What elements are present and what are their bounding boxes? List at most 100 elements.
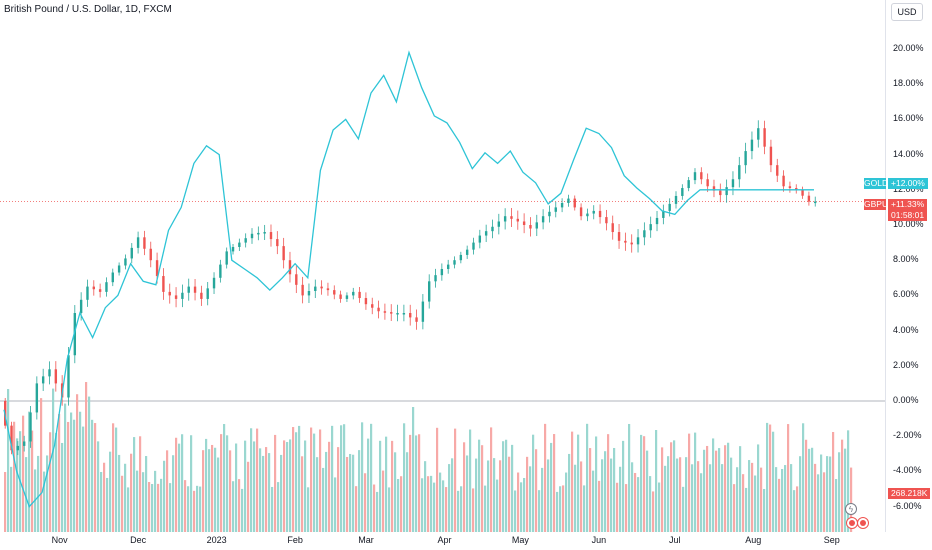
volume-bar <box>457 490 460 532</box>
candle-body <box>193 286 197 293</box>
volume-bar <box>586 423 589 532</box>
candle-body <box>409 313 412 318</box>
volume-bar <box>439 472 442 532</box>
candle-body <box>124 258 127 266</box>
volume-bar <box>427 476 430 532</box>
volume-bar <box>79 411 82 532</box>
volume-bar <box>409 434 412 532</box>
volume-bar <box>619 466 622 532</box>
candle-body <box>371 304 374 308</box>
candle-body <box>149 248 152 261</box>
volume-bar <box>322 467 325 532</box>
lightning-icon[interactable]: ϟ <box>845 503 857 515</box>
volume-bar <box>229 450 232 532</box>
volume-bar <box>208 449 211 532</box>
currency-button[interactable]: USD <box>891 3 923 21</box>
candle-body <box>54 369 58 384</box>
volume-bar <box>355 486 358 532</box>
volume-bar <box>58 414 61 532</box>
volume-bar <box>604 451 607 532</box>
volume-bar <box>742 474 745 532</box>
volume-bar <box>520 482 523 532</box>
volume-bar <box>133 437 136 532</box>
volume-bar <box>730 457 733 532</box>
candle-body <box>662 210 665 218</box>
volume-bar <box>574 464 577 532</box>
volume-bar <box>592 470 595 532</box>
volume-bar <box>400 476 403 532</box>
volume-bar <box>28 411 31 532</box>
volume-bar <box>310 427 313 532</box>
candle-body <box>801 189 804 196</box>
volume-bar <box>790 464 793 532</box>
volume-bar <box>442 480 445 532</box>
volume-bar <box>631 462 634 532</box>
volume-bar <box>613 447 616 532</box>
volume-bar <box>751 462 754 532</box>
volume-bar <box>190 435 193 532</box>
volume-bar <box>508 456 511 532</box>
volume-bar <box>205 438 208 532</box>
candle-body <box>472 242 475 250</box>
volume-bar <box>451 458 454 532</box>
candle-body <box>238 242 241 247</box>
volume-bar <box>202 450 205 532</box>
volume-bar <box>694 432 697 532</box>
candle-body <box>10 425 13 451</box>
volume-bar <box>553 434 556 532</box>
volume-bar <box>688 433 691 532</box>
volume-bar <box>94 423 97 532</box>
candle-body <box>510 216 513 219</box>
volume-bar <box>121 475 124 532</box>
volume-bar <box>265 447 268 532</box>
volume-bar <box>472 488 475 532</box>
volume-bar <box>217 457 220 532</box>
volume-bar <box>382 470 385 532</box>
volume-bar <box>124 463 127 532</box>
volume-bar <box>46 455 49 532</box>
volume-bar <box>745 487 748 532</box>
flag-icon[interactable] <box>846 517 858 529</box>
volume-bar <box>718 448 721 532</box>
volume-bar <box>499 460 502 532</box>
candle-body <box>750 139 754 152</box>
candle-body <box>130 247 133 259</box>
volume-bar <box>52 388 55 532</box>
volume-bar <box>370 423 373 532</box>
candle-body <box>503 216 507 222</box>
volume-bar <box>49 432 52 532</box>
volume-bar <box>541 467 544 532</box>
candle-body <box>307 291 311 296</box>
volume-bar <box>271 486 274 532</box>
volume-bar <box>112 423 115 532</box>
volume-bar <box>361 422 364 532</box>
volume-bar <box>583 485 586 532</box>
candle-body <box>41 376 45 384</box>
volume-bar <box>637 477 640 532</box>
x-tick-label: Jun <box>591 535 607 545</box>
volume-bar <box>82 426 85 532</box>
flag-icon-2[interactable] <box>857 517 869 529</box>
volume-bar <box>70 412 73 532</box>
volume-bar <box>421 478 424 532</box>
volume-bar <box>115 427 118 532</box>
y-tick-label: 4.00% <box>893 324 919 335</box>
candle-body <box>257 232 260 235</box>
volume-bar <box>817 474 820 532</box>
volume-bar <box>163 460 166 532</box>
y-tick-label: -6.00% <box>893 500 922 511</box>
volume-bar <box>511 444 514 532</box>
volume-bar <box>262 455 265 532</box>
volume-bar <box>706 445 709 532</box>
candle-body <box>459 254 463 261</box>
volume-bar <box>445 487 448 532</box>
volume-bar <box>283 440 286 532</box>
candle-body <box>560 203 564 208</box>
volume-bar <box>433 482 436 532</box>
volume-bar <box>484 485 487 532</box>
volume-bar <box>64 403 67 532</box>
candle-body <box>276 239 279 247</box>
candle-body <box>326 288 330 291</box>
volume-bar <box>526 456 529 532</box>
